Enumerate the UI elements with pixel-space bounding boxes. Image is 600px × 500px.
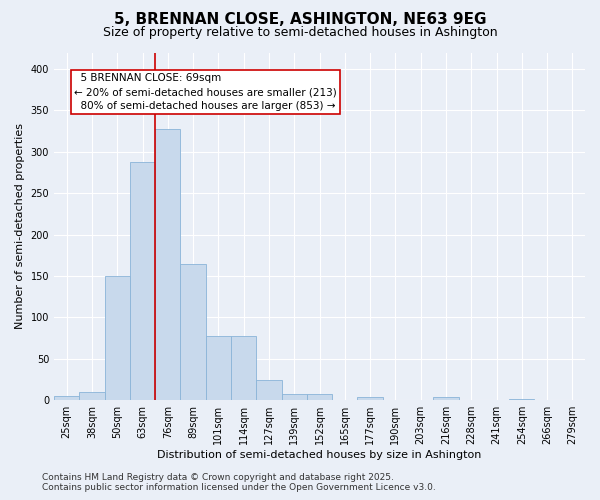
Bar (256, 380, 281, 400)
Bar (104, 276, 130, 400)
Bar (155, 128, 181, 400)
Bar (130, 162, 155, 400)
Bar (79, 392, 104, 400)
Bar (206, 336, 231, 400)
Bar (433, 397, 458, 400)
Text: 5, BRENNAN CLOSE, ASHINGTON, NE63 9EG: 5, BRENNAN CLOSE, ASHINGTON, NE63 9EG (114, 12, 486, 28)
Bar (231, 336, 256, 400)
Bar (307, 394, 332, 400)
Y-axis label: Number of semi-detached properties: Number of semi-detached properties (15, 124, 25, 330)
Bar (181, 264, 206, 400)
Bar (54, 396, 79, 400)
Text: Contains HM Land Registry data © Crown copyright and database right 2025.
Contai: Contains HM Land Registry data © Crown c… (42, 473, 436, 492)
Text: Size of property relative to semi-detached houses in Ashington: Size of property relative to semi-detach… (103, 26, 497, 39)
Bar (358, 397, 383, 400)
Bar (281, 394, 307, 400)
Text: 5 BRENNAN CLOSE: 69sqm
← 20% of semi-detached houses are smaller (213)
  80% of : 5 BRENNAN CLOSE: 69sqm ← 20% of semi-det… (74, 73, 337, 111)
X-axis label: Distribution of semi-detached houses by size in Ashington: Distribution of semi-detached houses by … (157, 450, 482, 460)
